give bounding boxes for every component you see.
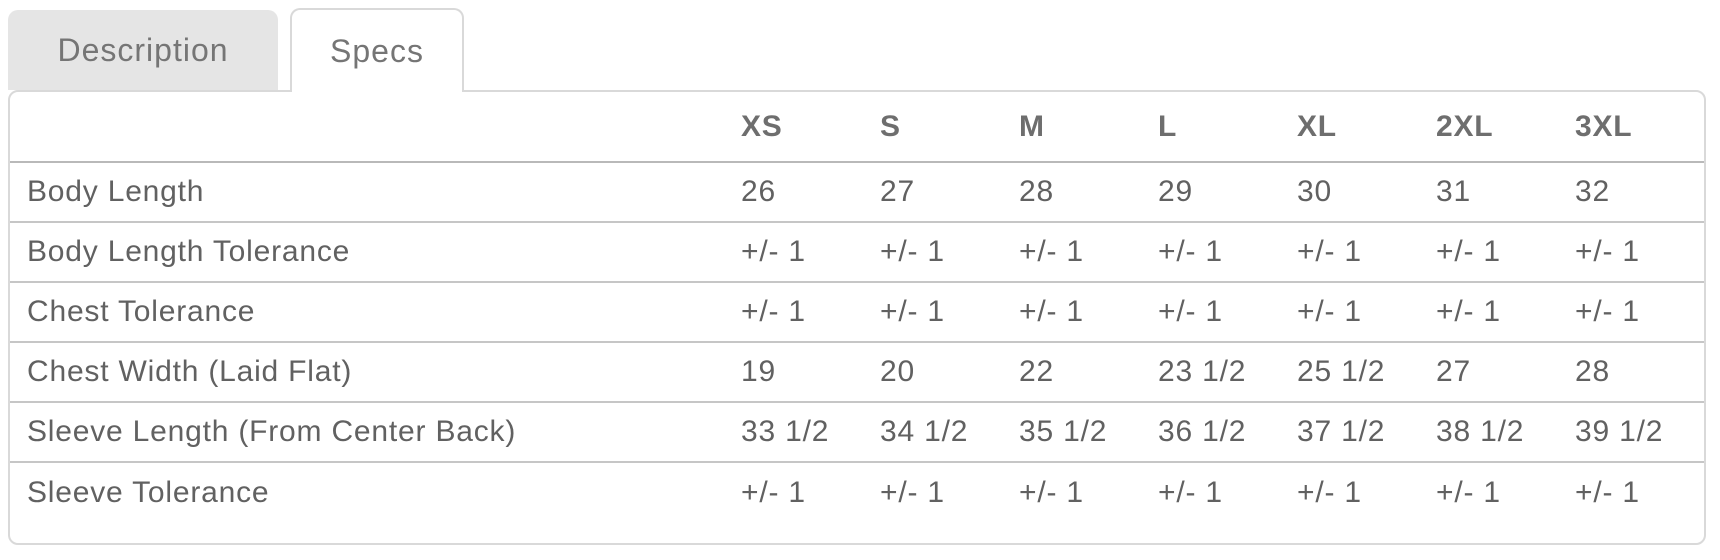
product-info-panel: Description Specs XS S M L XL 2XL 3XL Body Len… bbox=[0, 8, 1720, 545]
row-label: Chest Width (Laid Flat) bbox=[10, 342, 741, 403]
row-label: Body Length Tolerance bbox=[10, 222, 741, 283]
cell-value: 23 1/2 bbox=[1158, 342, 1297, 403]
cell-value: +/- 1 bbox=[1019, 222, 1158, 283]
table-row: Chest Width (Laid Flat) 19 20 22 23 1/2 25 1/… bbox=[10, 342, 1704, 403]
cell-value: +/- 1 bbox=[1436, 282, 1575, 343]
cell-value: +/- 1 bbox=[741, 475, 806, 509]
cell-value: +/- 1 bbox=[1575, 475, 1640, 509]
cell-value: 37 1/2 bbox=[1297, 402, 1436, 463]
cell-value: +/- 1 bbox=[741, 222, 880, 283]
cell-value: 22 bbox=[1019, 342, 1158, 403]
size-header-s: S bbox=[880, 92, 1019, 163]
size-header-xl: XL bbox=[1297, 92, 1436, 163]
cell-value: +/- 1 bbox=[1158, 475, 1223, 509]
cell-value: 31 bbox=[1436, 162, 1575, 223]
cell-value: +/- 1 bbox=[1297, 222, 1436, 283]
row-label: Body Length bbox=[10, 162, 741, 223]
cell-value: +/- 1 bbox=[880, 222, 1019, 283]
size-header-3xl: 3XL bbox=[1575, 92, 1704, 163]
cell-value: +/- 1 bbox=[880, 475, 945, 509]
cell-value: 28 bbox=[1019, 162, 1158, 223]
row-label: Sleeve Tolerance bbox=[27, 475, 270, 509]
table-row: Sleeve Tolerance +/- 1 +/- 1 +/- 1 +/- 1 +/- … bbox=[10, 462, 1704, 522]
size-header-xs: XS bbox=[741, 92, 880, 163]
size-header-l: L bbox=[1158, 92, 1297, 163]
cell-value: 20 bbox=[880, 342, 1019, 403]
cell-value: 33 1/2 bbox=[741, 402, 880, 463]
row-label: Chest Tolerance bbox=[10, 282, 741, 343]
cell-value: 28 bbox=[1575, 342, 1704, 403]
cell-value: +/- 1 bbox=[1297, 282, 1436, 343]
cell-value: 34 1/2 bbox=[880, 402, 1019, 463]
tab-description[interactable]: Description bbox=[8, 10, 278, 90]
cell-value: +/- 1 bbox=[1575, 282, 1704, 343]
cell-value: 26 bbox=[741, 162, 880, 223]
cell-value: 27 bbox=[880, 162, 1019, 223]
cell-value: +/- 1 bbox=[1019, 282, 1158, 343]
cell-value: +/- 1 bbox=[1158, 282, 1297, 343]
row-label: Sleeve Length (From Center Back) bbox=[10, 402, 741, 463]
cell-value: +/- 1 bbox=[1575, 222, 1704, 283]
size-header-row: XS S M L XL 2XL 3XL bbox=[10, 92, 1704, 163]
tab-bar: Description Specs bbox=[0, 8, 1720, 92]
cell-value: +/- 1 bbox=[1436, 222, 1575, 283]
specs-table-body: Body Length 26 27 28 29 30 31 32 Body Length Tol… bbox=[10, 162, 1704, 522]
cell-value: 30 bbox=[1297, 162, 1436, 223]
specs-table: XS S M L XL 2XL 3XL Body Length 26 27 28 29 30 31 32 B… bbox=[10, 92, 1704, 522]
cell-value: +/- 1 bbox=[1019, 475, 1084, 509]
size-header-m: M bbox=[1019, 92, 1158, 163]
table-row: Sleeve Length (From Center Back) 33 1/2 34… bbox=[10, 402, 1704, 463]
cell-value: 19 bbox=[741, 342, 880, 403]
cell-value: 36 1/2 bbox=[1158, 402, 1297, 463]
cell-value: +/- 1 bbox=[880, 282, 1019, 343]
cell-value: +/- 1 bbox=[1297, 475, 1362, 509]
specs-panel: XS S M L XL 2XL 3XL Body Length 26 27 28 29 30 31 32 B… bbox=[8, 90, 1706, 545]
size-header-spacer bbox=[10, 92, 741, 163]
size-header-2xl: 2XL bbox=[1436, 92, 1575, 163]
cell-value: 35 1/2 bbox=[1019, 402, 1158, 463]
tab-specs[interactable]: Specs bbox=[290, 8, 464, 92]
cell-value: 38 1/2 bbox=[1436, 402, 1575, 463]
cell-value: 29 bbox=[1158, 162, 1297, 223]
cell-value: 39 1/2 bbox=[1575, 402, 1704, 463]
cell-value: +/- 1 bbox=[1436, 475, 1501, 509]
table-row: Body Length 26 27 28 29 30 31 32 bbox=[10, 162, 1704, 223]
table-row: Body Length Tolerance +/- 1 +/- 1 +/- 1 +/- … bbox=[10, 222, 1704, 283]
cell-value: 25 1/2 bbox=[1297, 342, 1436, 403]
table-row: Chest Tolerance +/- 1 +/- 1 +/- 1 +/- 1 +/- 1… bbox=[10, 282, 1704, 343]
cell-value: 27 bbox=[1436, 342, 1575, 403]
cell-value: 32 bbox=[1575, 162, 1704, 223]
cell-value: +/- 1 bbox=[741, 282, 880, 343]
cell-value: +/- 1 bbox=[1158, 222, 1297, 283]
